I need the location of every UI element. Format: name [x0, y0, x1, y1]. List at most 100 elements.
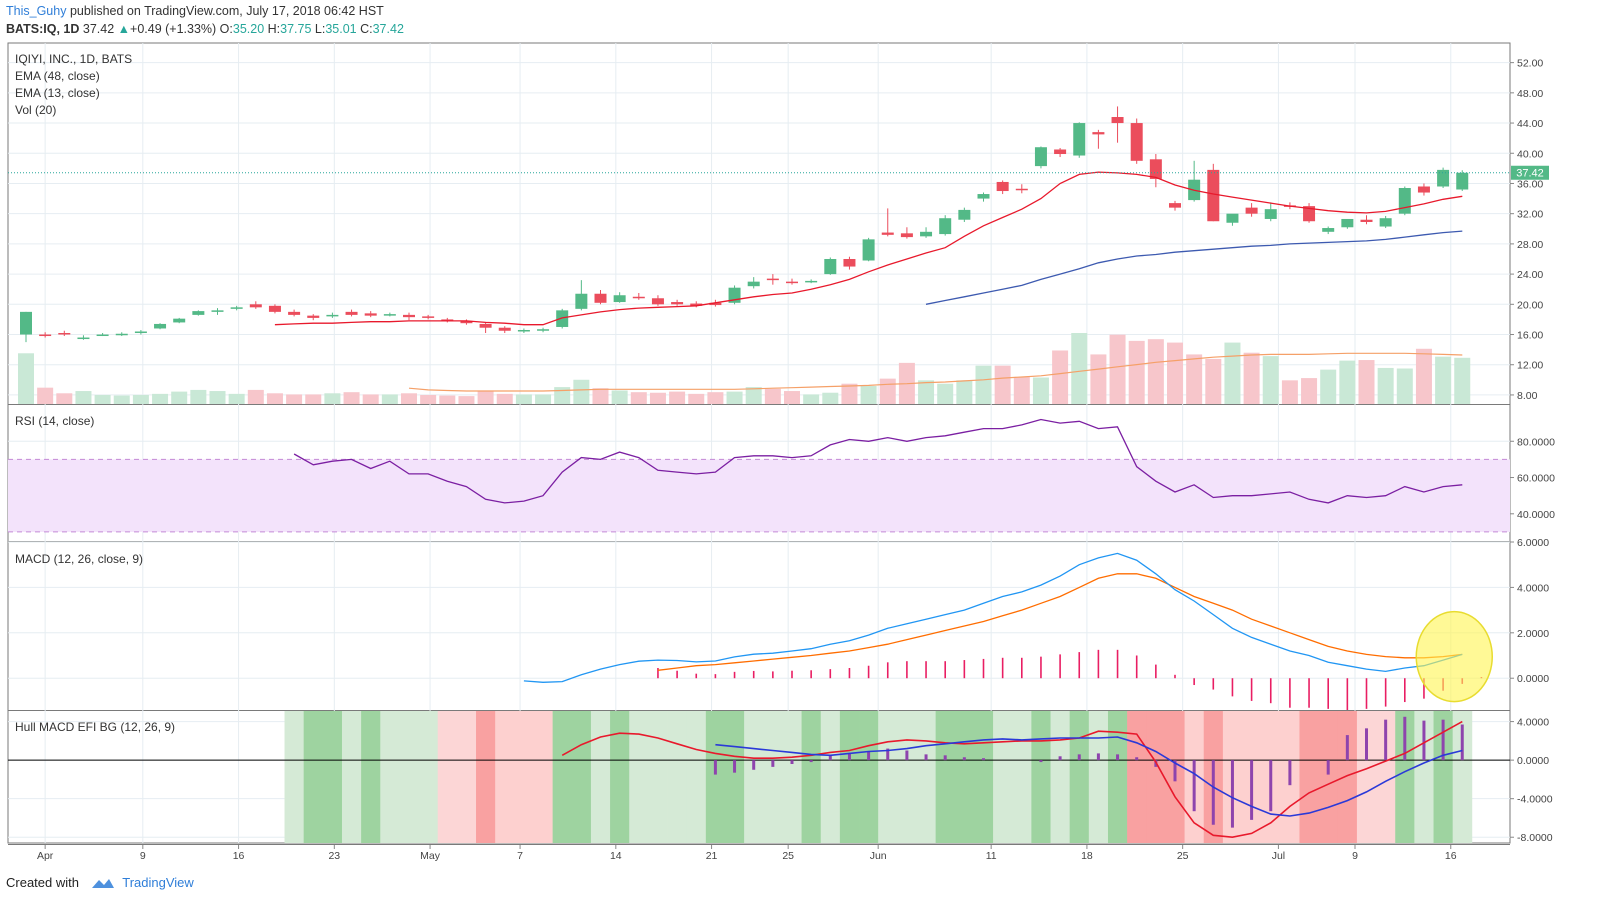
candle	[134, 329, 147, 335]
candle-body	[1379, 218, 1392, 227]
candle-body	[1092, 132, 1105, 135]
author-link[interactable]: This_Guhy	[6, 4, 67, 18]
tradingview-link[interactable]: TradingView	[122, 875, 194, 890]
candle	[862, 237, 875, 262]
hull-bg-band	[763, 711, 783, 843]
symbol-label: BATS:IQ, 1D	[6, 22, 80, 36]
candle-body	[441, 319, 454, 321]
x-tick-label: 25	[782, 850, 794, 862]
candle	[441, 317, 454, 323]
hull-bg-band	[514, 711, 534, 843]
hull-bg-band	[476, 711, 496, 843]
rsi-band	[8, 459, 1510, 532]
volume-bar	[209, 391, 226, 404]
volume-bar	[1339, 360, 1356, 404]
price-tick-label: 28.00	[1517, 239, 1543, 251]
candle-body	[460, 320, 473, 324]
hull-bg-band	[648, 711, 668, 843]
hull-bg-band	[1433, 711, 1454, 843]
hull-bg-band	[993, 711, 1013, 843]
volume-bar	[1377, 367, 1394, 404]
main-legend-item: EMA (13, close)	[15, 86, 100, 100]
candle	[345, 309, 358, 317]
price-change: +0.49 (+1.33%)	[130, 22, 217, 36]
candle	[958, 207, 971, 222]
price-tick-label: 8.00	[1517, 390, 1538, 402]
candle-body	[96, 334, 109, 337]
candle	[805, 279, 818, 284]
hull-bg-band	[1050, 711, 1071, 843]
last-price-tag	[1511, 165, 1549, 180]
hull-bg-band	[801, 711, 822, 843]
hull-bg-band	[1107, 711, 1128, 843]
candle	[766, 274, 779, 285]
footer: Created with TradingView	[6, 875, 194, 890]
candle	[651, 295, 664, 306]
volume-bar	[649, 392, 666, 404]
volume-bar	[745, 387, 762, 404]
candle-body	[1456, 172, 1469, 190]
low-label: L:	[314, 22, 326, 36]
volume-bar	[764, 388, 781, 404]
volume-bar	[1071, 333, 1088, 404]
candle	[1226, 213, 1239, 226]
x-tick-label: 16	[1445, 850, 1457, 862]
hull-bg-band	[1127, 711, 1147, 843]
price-tick-label: 16.00	[1517, 330, 1543, 342]
price-tick-label: 36.00	[1517, 178, 1543, 190]
hull-bg-band	[380, 711, 400, 843]
candle-body	[345, 311, 358, 315]
hull-bg-band	[610, 711, 630, 843]
x-tick-label: 21	[706, 850, 718, 862]
candle-body	[920, 231, 933, 237]
candle-body	[1226, 213, 1239, 223]
macd-line	[523, 552, 1463, 683]
hull-bg-band	[744, 711, 764, 843]
hull-bg-band	[303, 711, 324, 843]
candle-body	[1437, 169, 1450, 187]
candle	[1417, 183, 1430, 196]
volume-bar	[975, 365, 992, 404]
price-tick-label: 40.00	[1517, 148, 1543, 160]
candle	[786, 278, 798, 285]
hull-pane	[8, 711, 1510, 843]
hull-bg-band	[1356, 711, 1377, 843]
x-tick-label: Jul	[1272, 850, 1285, 862]
volume-bar	[669, 391, 686, 404]
candle-body	[632, 296, 645, 299]
candle	[403, 312, 415, 321]
candle-body	[1341, 218, 1354, 228]
candle-body	[594, 293, 607, 303]
candle	[1398, 186, 1411, 216]
hull-bg-band	[820, 711, 841, 843]
volume-bar	[1224, 342, 1241, 404]
high-label: H:	[267, 22, 281, 36]
last-price: 37.42	[82, 22, 115, 36]
candle	[594, 289, 607, 305]
candle	[1245, 203, 1258, 217]
volume-bar	[1147, 339, 1164, 404]
ohlc-line: BATS:IQ, 1D 37.42 ▲+0.49 (+1.33%) O:35.2…	[6, 22, 404, 36]
candle-body	[537, 329, 550, 331]
volume-bar	[247, 389, 264, 404]
volume-bar	[1435, 356, 1452, 404]
hull-tick-label: -8.0000	[1517, 832, 1553, 844]
candle	[1322, 226, 1335, 235]
candle-body	[1360, 219, 1373, 222]
price-tick-label: 48.00	[1517, 88, 1543, 100]
price-tick-label: 12.00	[1517, 360, 1543, 372]
candle-body	[1245, 207, 1258, 214]
candle	[1054, 147, 1067, 158]
volume-bar	[113, 395, 130, 404]
hull-bg-band	[1376, 711, 1396, 843]
candle-body	[843, 258, 856, 267]
candle	[1303, 203, 1316, 223]
hull-bg-band	[1414, 711, 1434, 843]
volume-bar	[1281, 380, 1298, 404]
volume-bar	[1090, 354, 1107, 404]
candle	[632, 292, 645, 300]
macd-tick-label: 2.0000	[1517, 628, 1549, 640]
x-tick-label: 23	[328, 850, 340, 862]
volume-bar	[1396, 368, 1413, 404]
